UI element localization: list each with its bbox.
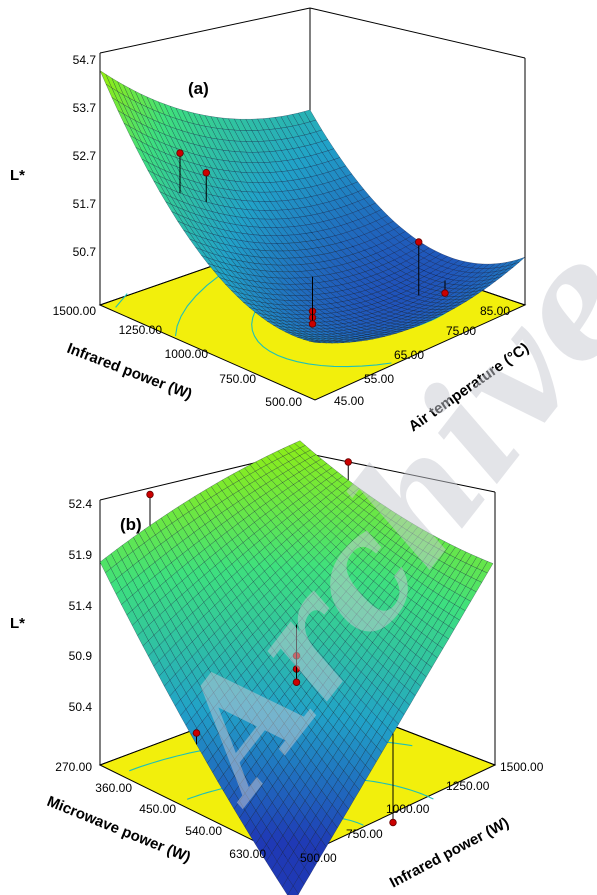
- chart-b-surface: [99, 440, 494, 895]
- chart-b-y-axis-label: Infrared power (W): [387, 814, 512, 891]
- design-point: [308, 320, 317, 328]
- x-tick-label: 750.00: [219, 372, 256, 386]
- chart-a-surface: [99, 70, 526, 344]
- design-point: [146, 490, 154, 499]
- x-tick-label: 360.00: [95, 781, 132, 795]
- surface-facet: [308, 340, 321, 343]
- z-tick-label: 52.4: [69, 497, 93, 511]
- y-tick-label: 75.00: [446, 324, 476, 338]
- x-tick-label: 270.00: [55, 760, 92, 774]
- x-tick-label: 1250.00: [119, 323, 163, 337]
- chart-a-panel-label: (a): [188, 79, 209, 98]
- z-tick-label: 50.7: [73, 245, 97, 259]
- x-tick-label: 1000.00: [165, 347, 209, 361]
- design-point: [202, 168, 210, 177]
- chart-a-points: [176, 149, 449, 328]
- x-tick-label: 1500.00: [53, 304, 97, 318]
- design-point: [441, 289, 449, 297]
- chart-a-ticks: 54.753.752.751.750.7500.00750.001000.001…: [53, 53, 511, 409]
- chart-a: 54.753.752.751.750.7500.00750.001000.001…: [10, 7, 532, 435]
- y-tick-label: 500.00: [300, 851, 337, 865]
- y-tick-label: 45.00: [334, 394, 364, 408]
- z-tick-label: 53.7: [73, 101, 97, 115]
- y-tick-label: 55.00: [364, 372, 394, 386]
- x-tick-label: 500.00: [265, 395, 302, 409]
- design-point: [389, 818, 397, 827]
- x-tick-label: 450.00: [139, 802, 176, 816]
- y-tick-label: 85.00: [480, 304, 510, 318]
- x-tick-label: 540.00: [185, 824, 222, 838]
- chart-b-panel-label: (b): [120, 515, 142, 534]
- z-tick-label: 50.4: [69, 700, 93, 714]
- floor-contour-line: [115, 293, 128, 308]
- x-tick-label: 630.00: [229, 847, 266, 861]
- y-tick-label: 1500.00: [500, 760, 544, 774]
- z-tick-label: 52.7: [73, 149, 97, 163]
- design-point: [176, 149, 184, 157]
- y-tick-label: 1000.00: [386, 802, 430, 816]
- chart-b-z-axis-label: L*: [10, 615, 25, 632]
- z-tick-label: 51.4: [69, 599, 93, 613]
- chart-a-z-axis-label: L*: [10, 167, 25, 184]
- z-tick-label: 54.7: [73, 53, 97, 67]
- z-tick-label: 51.7: [73, 197, 97, 211]
- design-point: [415, 238, 423, 246]
- y-tick-label: 1250.00: [446, 779, 490, 793]
- chart-a-top-edge-right: [309, 7, 526, 59]
- y-tick-label: 65.00: [394, 348, 424, 362]
- z-tick-label: 51.9: [69, 548, 93, 562]
- chart-b-top-edge-right: [299, 451, 496, 493]
- y-tick-label: 750.00: [346, 827, 383, 841]
- chart-a-top-edge-left: [99, 7, 311, 54]
- z-tick-label: 50.9: [69, 649, 93, 663]
